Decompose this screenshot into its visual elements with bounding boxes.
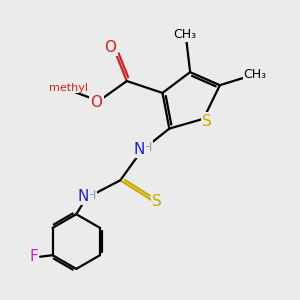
Text: CH₃: CH₃ <box>173 28 196 41</box>
Text: S: S <box>152 194 162 209</box>
Text: F: F <box>29 249 38 264</box>
Text: H: H <box>87 189 96 202</box>
Text: CH₃: CH₃ <box>244 68 267 81</box>
Text: S: S <box>202 114 212 129</box>
Text: N: N <box>133 142 144 157</box>
Text: methyl: methyl <box>49 82 88 93</box>
Text: O: O <box>104 40 116 55</box>
Text: N: N <box>77 189 89 204</box>
Text: H: H <box>142 141 152 154</box>
Text: O: O <box>91 95 103 110</box>
